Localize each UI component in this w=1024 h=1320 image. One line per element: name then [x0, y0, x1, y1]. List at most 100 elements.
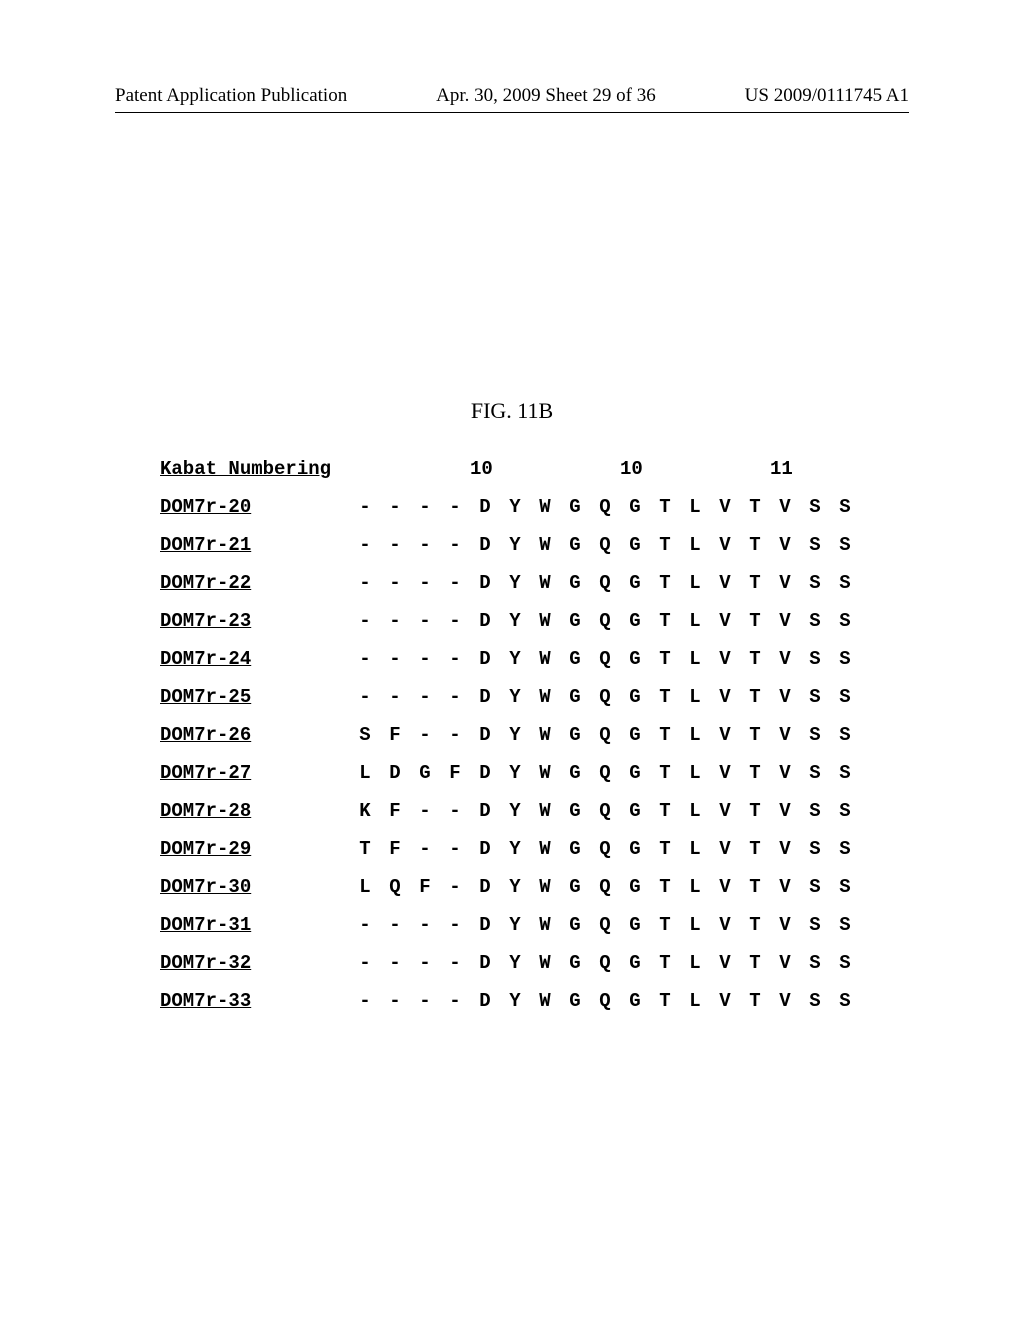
residue-cell: L	[680, 982, 710, 1020]
residue-cell: V	[710, 754, 740, 792]
residue-cell: G	[560, 716, 590, 754]
numbering-cell: 10	[620, 450, 650, 488]
numbering-row: Kabat_Numbering101011	[160, 450, 860, 488]
residue-cell: G	[560, 488, 590, 526]
residue-cell: D	[470, 564, 500, 602]
sequence-label: DOM7r-22	[160, 564, 350, 602]
residue-cell: T	[650, 526, 680, 564]
residue-cell: W	[530, 944, 560, 982]
sequence-row: DOM7r-22----DYWGQGTLVTVSS	[160, 564, 860, 602]
residue-cell: -	[440, 488, 470, 526]
residue-cell: T	[650, 792, 680, 830]
residue-cell: V	[770, 982, 800, 1020]
header-rule	[115, 112, 909, 113]
residue-cell: T	[740, 488, 770, 526]
residue-cell: Q	[380, 868, 410, 906]
residue-cell: T	[650, 868, 680, 906]
numbering-cell	[500, 450, 530, 488]
residue-cell: S	[830, 868, 860, 906]
sequence-label: DOM7r-24	[160, 640, 350, 678]
residue-cell: V	[710, 602, 740, 640]
residue-cell: G	[560, 640, 590, 678]
residue-cell: G	[620, 944, 650, 982]
sequence-row: DOM7r-20----DYWGQGTLVTVSS	[160, 488, 860, 526]
residue-cell: T	[650, 564, 680, 602]
residue-cell: -	[350, 526, 380, 564]
residue-cell: S	[800, 602, 830, 640]
sequence-label: DOM7r-30	[160, 868, 350, 906]
residue-cell: L	[350, 754, 380, 792]
residue-cell: S	[800, 640, 830, 678]
residue-cell: L	[680, 906, 710, 944]
sequence-label: DOM7r-21	[160, 526, 350, 564]
sequence-row: DOM7r-28KF--DYWGQGTLVTVSS	[160, 792, 860, 830]
residue-cell: V	[770, 564, 800, 602]
residue-cell: T	[740, 602, 770, 640]
residue-cell: D	[470, 830, 500, 868]
sequence-label: DOM7r-25	[160, 678, 350, 716]
numbering-cell: 10	[470, 450, 500, 488]
residue-cell: S	[830, 564, 860, 602]
residue-cell: F	[380, 792, 410, 830]
residue-cell: Y	[500, 678, 530, 716]
residue-cell: W	[530, 830, 560, 868]
residue-cell: L	[680, 830, 710, 868]
residue-cell: -	[350, 564, 380, 602]
residue-cell: G	[620, 754, 650, 792]
sequence-row: DOM7r-26SF--DYWGQGTLVTVSS	[160, 716, 860, 754]
residue-cell: V	[710, 716, 740, 754]
residue-cell: D	[470, 640, 500, 678]
numbering-cell	[830, 450, 860, 488]
residue-cell: Q	[590, 944, 620, 982]
residue-cell: -	[410, 944, 440, 982]
residue-cell: L	[680, 488, 710, 526]
sequence-row: DOM7r-29TF--DYWGQGTLVTVSS	[160, 830, 860, 868]
residue-cell: Y	[500, 640, 530, 678]
residue-cell: G	[620, 868, 650, 906]
residue-cell: Q	[590, 602, 620, 640]
residue-cell: G	[560, 526, 590, 564]
sequence-label: DOM7r-27	[160, 754, 350, 792]
residue-cell: G	[560, 982, 590, 1020]
sequence-label: DOM7r-33	[160, 982, 350, 1020]
residue-cell: -	[410, 716, 440, 754]
residue-cell: G	[620, 602, 650, 640]
residue-cell: K	[350, 792, 380, 830]
residue-cell: Y	[500, 602, 530, 640]
residue-cell: V	[770, 944, 800, 982]
sequence-row: DOM7r-24----DYWGQGTLVTVSS	[160, 640, 860, 678]
residue-cell: T	[650, 754, 680, 792]
residue-cell: F	[410, 868, 440, 906]
residue-cell: -	[410, 640, 440, 678]
residue-cell: V	[710, 640, 740, 678]
residue-cell: T	[650, 716, 680, 754]
residue-cell: T	[740, 868, 770, 906]
residue-cell: S	[800, 678, 830, 716]
residue-cell: L	[680, 602, 710, 640]
sequence-row: DOM7r-30LQF-DYWGQGTLVTVSS	[160, 868, 860, 906]
residue-cell: V	[770, 792, 800, 830]
residue-cell: F	[440, 754, 470, 792]
residue-cell: Q	[590, 678, 620, 716]
residue-cell: G	[620, 678, 650, 716]
residue-cell: S	[830, 982, 860, 1020]
residue-cell: -	[440, 830, 470, 868]
residue-cell: Q	[590, 488, 620, 526]
residue-cell: G	[620, 526, 650, 564]
residue-cell: S	[350, 716, 380, 754]
residue-cell: D	[470, 906, 500, 944]
sequence-row: DOM7r-27LDGFDYWGQGTLVTVSS	[160, 754, 860, 792]
residue-cell: T	[650, 982, 680, 1020]
residue-cell: D	[470, 602, 500, 640]
sequence-row: DOM7r-32----DYWGQGTLVTVSS	[160, 944, 860, 982]
residue-cell: W	[530, 640, 560, 678]
residue-cell: Y	[500, 564, 530, 602]
residue-cell: G	[560, 906, 590, 944]
residue-cell: -	[410, 792, 440, 830]
residue-cell: L	[680, 526, 710, 564]
residue-cell: D	[470, 678, 500, 716]
residue-cell: -	[350, 982, 380, 1020]
residue-cell: S	[830, 792, 860, 830]
sequence-label: DOM7r-26	[160, 716, 350, 754]
residue-cell: -	[380, 906, 410, 944]
